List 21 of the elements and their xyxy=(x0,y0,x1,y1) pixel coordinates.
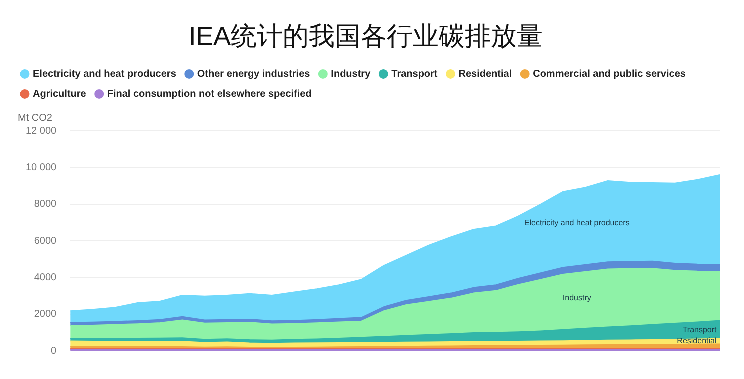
annotation: Industry xyxy=(562,293,592,302)
annotation: Transport xyxy=(682,325,718,334)
legend-label: Commercial and public services xyxy=(533,68,686,80)
annotation: Electricity and heat producers xyxy=(524,218,630,228)
y-tick-label: 4000 xyxy=(34,272,58,284)
legend-label: Other energy industries xyxy=(197,68,311,80)
y-tick-label: 0 xyxy=(51,346,58,357)
legend-label: Final consumption not elsewhere specified xyxy=(107,88,312,100)
legend-label: Electricity and heat producers xyxy=(33,68,177,80)
y-tick-label: 6000 xyxy=(34,236,58,247)
legend-label: Residential xyxy=(458,68,512,80)
y-tick-label: 8000 xyxy=(34,199,58,210)
legend-label: Industry xyxy=(331,68,372,80)
annotation: Residential xyxy=(677,336,717,346)
chart-title: IEA统计的我国各行业碳排放量 xyxy=(189,20,543,51)
y-tick-label: 12 000 xyxy=(26,126,58,137)
y-tick-label: 2000 xyxy=(34,309,58,320)
y-axis-title: Mt CO2 xyxy=(18,112,53,124)
y-tick-label: 10 000 xyxy=(26,162,58,174)
legend-label: Agriculture xyxy=(33,88,87,100)
legend-label: Transport xyxy=(392,68,438,80)
